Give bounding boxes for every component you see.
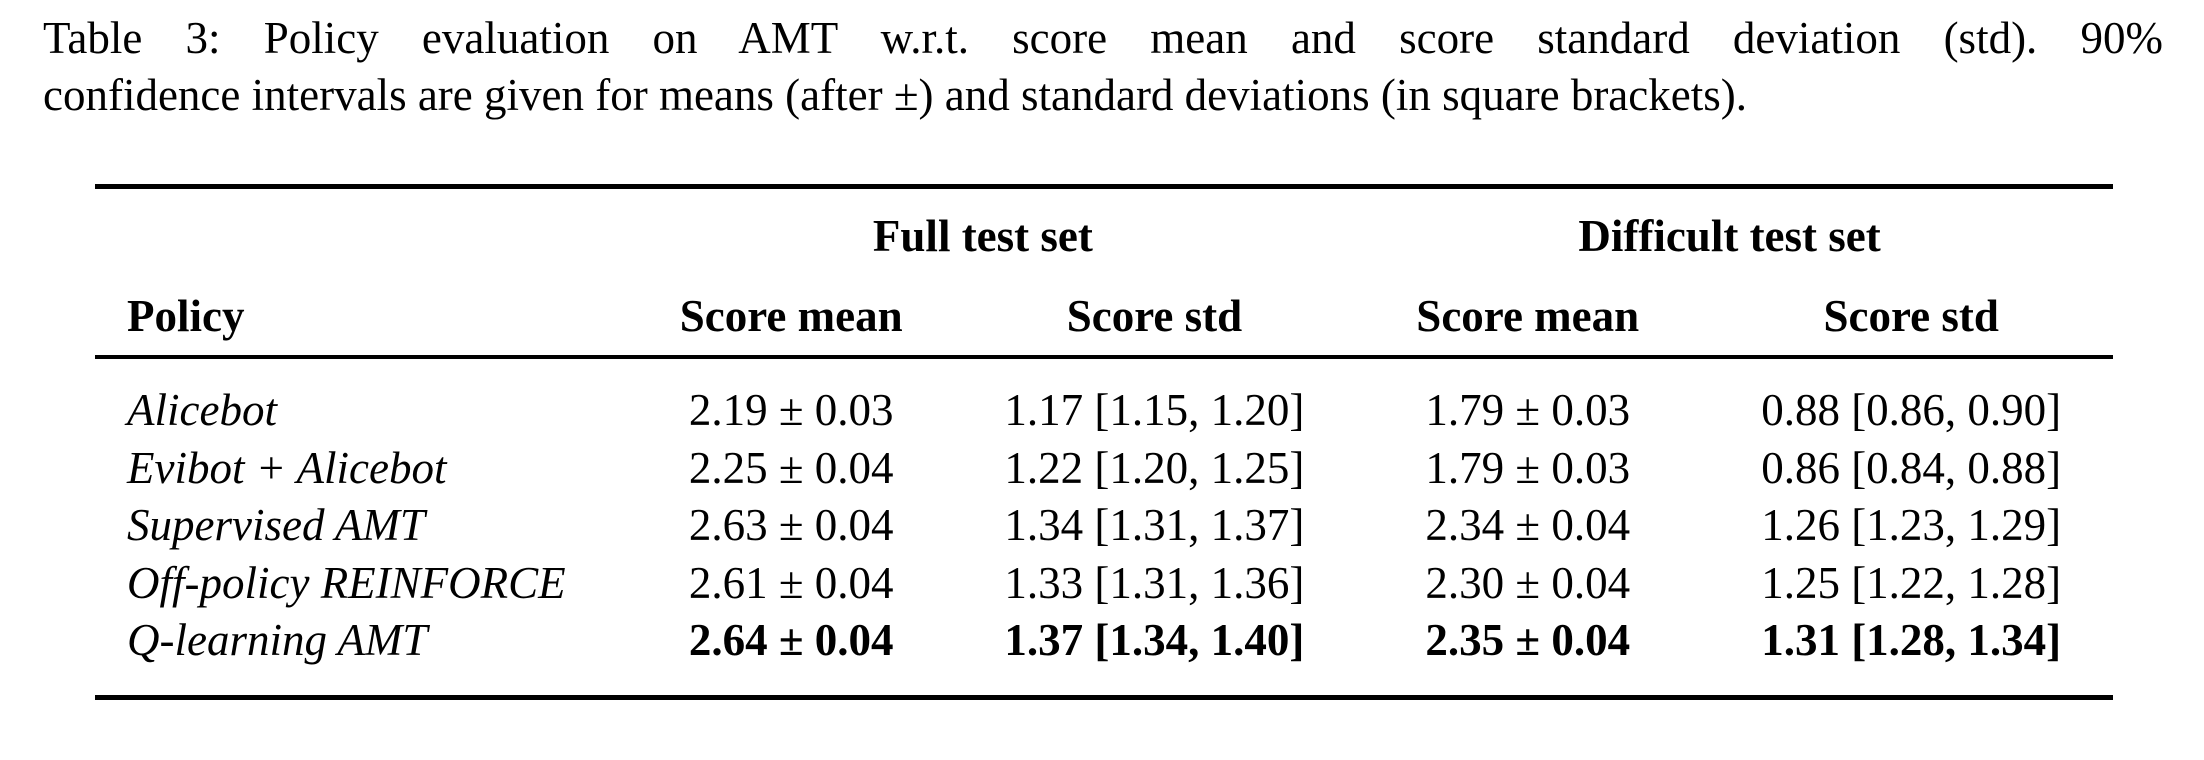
table-row-q-learning-amt: Q-learning AMT 2.64 ± 0.04 1.37 [1.34, 1… [95, 612, 2113, 697]
full-score-std: 1.34 [1.31, 1.37] [1004, 500, 1305, 551]
policy-name: Off-policy REINFORCE [127, 557, 566, 608]
full-score-mean: 2.63 ± 0.04 [688, 500, 894, 551]
full-score-mean: 2.25 ± 0.04 [688, 442, 894, 493]
difficult-score-std: 1.31 [1.28, 1.34] [1761, 615, 2062, 666]
policy-name: Supervised AMT [127, 500, 425, 551]
policy-name: Evibot + Alicebot [127, 442, 447, 493]
table-row-evibot-alicebot: Evibot + Alicebot 2.25 ± 0.04 1.22 [1.20… [95, 440, 2113, 498]
policy-evaluation-table: Full test set Difficult test set Policy … [95, 184, 2113, 700]
group-header-full-test-set: Full test set [872, 211, 1093, 261]
column-header-full-score-mean: Score mean [679, 291, 903, 341]
caption-line-2: confidence intervals are given for means… [43, 70, 1747, 120]
full-score-std: 1.37 [1.34, 1.40] [1004, 615, 1305, 666]
difficult-score-mean: 2.35 ± 0.04 [1425, 615, 1631, 666]
full-score-std: 1.22 [1.20, 1.25] [1004, 442, 1305, 493]
column-header-row: Policy Score mean Score std Score mean S… [95, 263, 2113, 357]
policy-name: Q-learning AMT [127, 615, 428, 666]
policy-name: Alicebot [127, 385, 277, 435]
group-header-empty [95, 187, 620, 264]
difficult-score-mean: 2.34 ± 0.04 [1425, 500, 1631, 551]
full-score-mean: 2.61 ± 0.04 [688, 557, 894, 608]
difficult-score-std: 0.86 [0.84, 0.88] [1761, 442, 2062, 493]
table-row-off-policy-reinforce: Off-policy REINFORCE 2.61 ± 0.04 1.33 [1… [95, 555, 2113, 613]
group-header-row: Full test set Difficult test set [95, 187, 2113, 264]
difficult-score-std: 0.88 [0.86, 0.90] [1761, 385, 2062, 435]
group-header-difficult-test-set: Difficult test set [1578, 211, 1881, 261]
difficult-score-mean: 2.30 ± 0.04 [1425, 557, 1631, 608]
full-score-mean: 2.64 ± 0.04 [688, 615, 894, 666]
column-header-full-score-std: Score std [1066, 291, 1243, 341]
column-header-policy: Policy [127, 291, 245, 341]
table-caption: Table 3: Policy evaluation on AMT w.r.t.… [43, 10, 2163, 124]
policy-evaluation-table-wrap: Full test set Difficult test set Policy … [95, 184, 2113, 700]
full-score-mean: 2.19 ± 0.03 [688, 385, 894, 435]
full-score-std: 1.33 [1.31, 1.36] [1004, 557, 1305, 608]
difficult-score-std: 1.25 [1.22, 1.28] [1761, 557, 2062, 608]
caption-line-1: Table 3: Policy evaluation on AMT w.r.t.… [43, 13, 2163, 63]
table-row-supervised-amt: Supervised AMT 2.63 ± 0.04 1.34 [1.31, 1… [95, 497, 2113, 555]
difficult-score-std: 1.26 [1.23, 1.29] [1761, 500, 2062, 551]
column-header-difficult-score-std: Score std [1823, 291, 1999, 341]
column-header-difficult-score-mean: Score mean [1416, 291, 1640, 341]
table-row-alicebot: Alicebot 2.19 ± 0.03 1.17 [1.15, 1.20] 1… [95, 357, 2113, 440]
difficult-score-mean: 1.79 ± 0.03 [1425, 442, 1631, 493]
full-score-std: 1.17 [1.15, 1.20] [1004, 385, 1305, 435]
difficult-score-mean: 1.79 ± 0.03 [1425, 385, 1631, 435]
